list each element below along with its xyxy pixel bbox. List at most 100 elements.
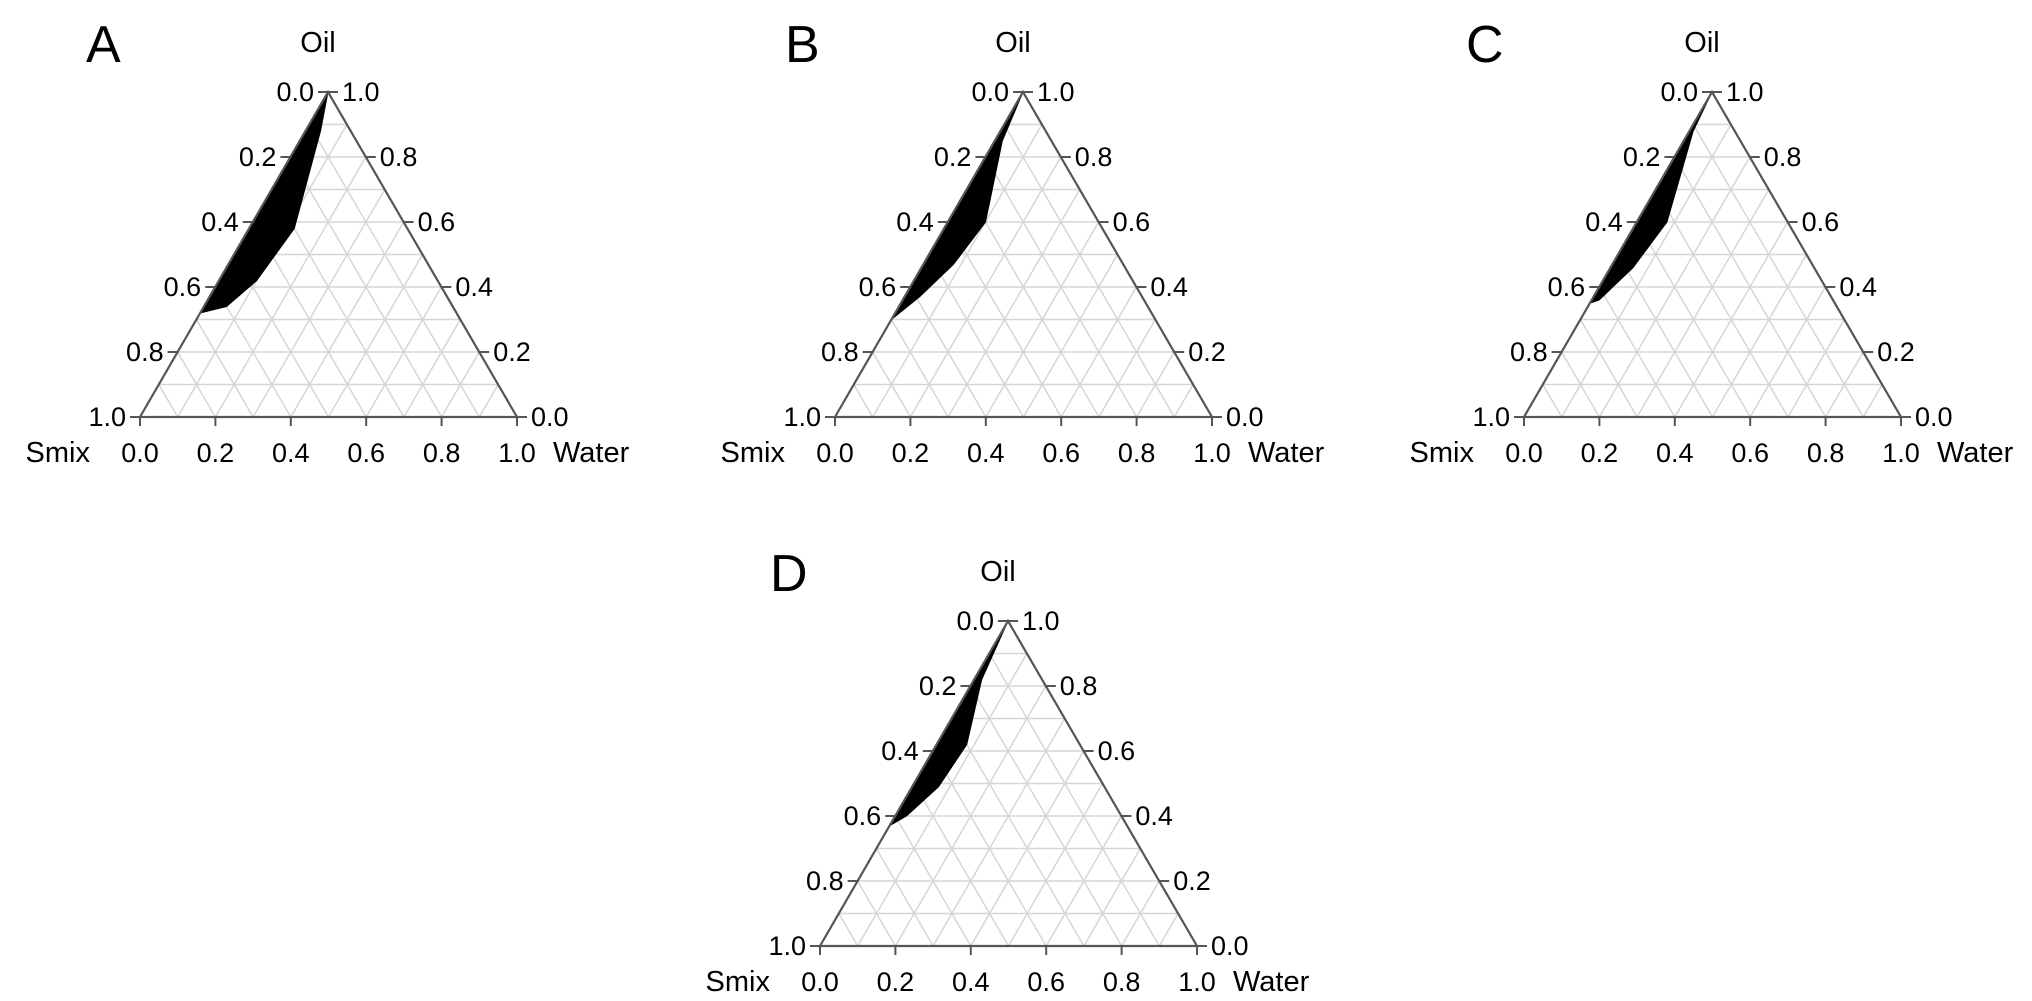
ticks: 0.0 0.0 0.0 0.2 0.2 0.2 0.4 0.4 0.4 0.6 0.6 0.6 0.8 0… (88, 77, 568, 468)
right-tick-label: 0.8 (1060, 671, 1098, 701)
right-tick-label: 1.0 (1037, 77, 1075, 107)
grid-line (1007, 783, 1104, 947)
axis-title-smix: Smix (1410, 437, 1475, 469)
grid-line (913, 783, 1010, 947)
grid-line (1711, 254, 1808, 418)
bottom-tick-label: 0.8 (423, 438, 461, 468)
right-tick-label: 0.2 (1188, 337, 1226, 367)
grid-line (1598, 286, 1676, 418)
grid-line (365, 286, 443, 418)
grid-line (1579, 319, 1638, 418)
ticks: 0.0 0.0 0.0 0.2 0.2 0.2 0.4 0.4 0.4 0.6 0.6 0.6 0.8 0… (768, 606, 1248, 997)
right-tick-label: 0.8 (380, 142, 418, 172)
grid-line (1617, 254, 1714, 418)
left-tick-label: 0.4 (881, 736, 919, 766)
right-tick-label: 0.4 (455, 272, 493, 302)
ternary-panel-b: 0.0 0.0 0.0 0.2 0.2 0.2 0.4 0.4 0.4 0.6 0.6 0.6 0.8 0… (721, 16, 1325, 469)
grid-line (838, 913, 859, 947)
left-tick-label: 0.6 (1548, 272, 1586, 302)
grid-line (1862, 384, 1883, 418)
axis-title-smix: Smix (26, 437, 91, 469)
left-tick-label: 0.0 (1660, 77, 1698, 107)
axis-title-smix: Smix (721, 437, 786, 469)
right-tick-label: 0.4 (1150, 272, 1188, 302)
grid-line (440, 351, 480, 418)
right-tick-label: 0.2 (1173, 866, 1211, 896)
grid-line (1098, 319, 1156, 418)
triangle-outline (138, 89, 519, 419)
grid-line (909, 286, 987, 418)
grid-line (1654, 189, 1789, 418)
grid-line (1173, 384, 1194, 418)
left-tick-label: 0.8 (1510, 337, 1548, 367)
grid-line (308, 124, 480, 418)
grid-line (1787, 319, 1845, 418)
left-tick-label: 0.4 (201, 207, 239, 237)
grid-line (932, 718, 1066, 947)
grid-line (1003, 124, 1175, 418)
grid-line (853, 384, 874, 418)
grid-line (1120, 880, 1160, 947)
ticks: 0.0 0.0 0.0 0.2 0.2 0.2 0.4 0.4 0.4 0.6 0.6 0.6 0.8 0… (1472, 77, 1952, 468)
axis-title-water: Water (553, 437, 630, 469)
bottom-tick-label: 0.0 (121, 438, 159, 468)
right-tick-label: 0.2 (493, 337, 531, 367)
right-tick-label: 0.4 (1135, 801, 1173, 831)
panel-label: A (86, 16, 121, 74)
panel-label: C (1466, 16, 1504, 74)
grid-line (965, 189, 1100, 418)
grid-line (857, 653, 1028, 947)
bottom-tick-label: 0.6 (1042, 438, 1080, 468)
grid-line (1636, 189, 1770, 418)
grid-line (1542, 384, 1563, 418)
grid-line (1135, 351, 1175, 418)
right-tick-label: 0.0 (1915, 402, 1953, 432)
bottom-tick-label: 1.0 (1178, 967, 1216, 997)
grid-line (928, 254, 1025, 418)
grid-line (1692, 124, 1864, 418)
left-tick-label: 1.0 (768, 931, 806, 961)
bottom-tick-label: 1.0 (1193, 438, 1231, 468)
axis-title-oil: Oil (995, 27, 1030, 59)
grid-line (252, 189, 386, 418)
right-tick-label: 1.0 (1726, 77, 1764, 107)
left-tick-label: 0.0 (956, 606, 994, 636)
axis-title-smix: Smix (706, 966, 771, 998)
left-tick-label: 0.8 (806, 866, 844, 896)
bottom-tick-label: 0.4 (272, 438, 310, 468)
right-tick-label: 0.8 (1075, 142, 1113, 172)
bottom-tick-label: 0.0 (1505, 438, 1543, 468)
panel-label: B (785, 16, 820, 74)
grid-line (1560, 351, 1601, 418)
right-tick-label: 0.6 (418, 207, 456, 237)
left-tick-label: 0.0 (276, 77, 314, 107)
ticks: 0.0 0.0 0.0 0.2 0.2 0.2 0.4 0.4 0.4 0.6 0.6 0.6 0.8 0… (783, 77, 1263, 468)
right-tick-label: 0.0 (1226, 402, 1264, 432)
left-tick-label: 0.2 (1623, 142, 1661, 172)
right-tick-label: 0.6 (1802, 207, 1840, 237)
grid (158, 123, 499, 418)
left-tick-label: 0.8 (821, 337, 859, 367)
grid-line (1022, 254, 1119, 418)
grid-line (872, 124, 1043, 418)
grid-line (1561, 124, 1732, 418)
triangle-outline (833, 89, 1214, 419)
grid-line (1824, 351, 1864, 418)
left-tick-label: 0.4 (896, 207, 934, 237)
grid-line (327, 254, 424, 418)
grid-line (856, 880, 897, 947)
grid-line (871, 351, 912, 418)
bottom-tick-label: 0.8 (1118, 438, 1156, 468)
bottom-tick-label: 0.4 (1656, 438, 1694, 468)
bottom-tick-label: 0.0 (816, 438, 854, 468)
axis-title-water: Water (1233, 966, 1310, 998)
bottom-tick-label: 0.2 (1581, 438, 1619, 468)
bottom-tick-label: 1.0 (1882, 438, 1920, 468)
right-tick-label: 0.8 (1764, 142, 1802, 172)
grid-line (1749, 286, 1827, 418)
bottom-tick-label: 0.2 (877, 967, 915, 997)
right-tick-label: 0.0 (1211, 931, 1249, 961)
grid-line (214, 286, 292, 418)
bottom-tick-label: 0.4 (967, 438, 1005, 468)
